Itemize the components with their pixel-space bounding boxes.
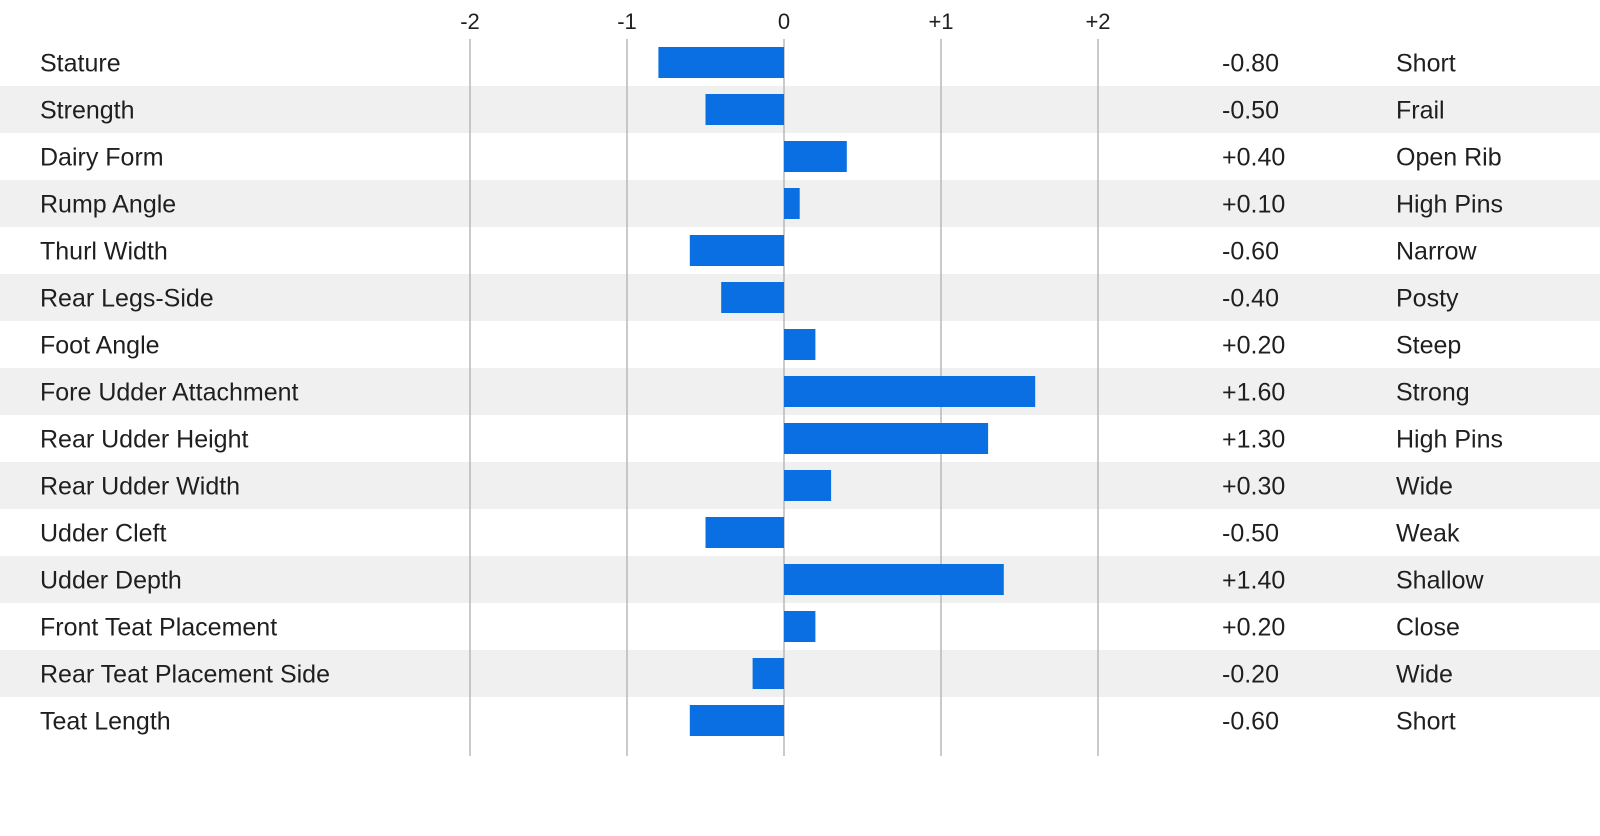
trait-label: Rear Udder Height: [40, 426, 248, 454]
descriptor-label: Shallow: [1396, 567, 1484, 595]
value-label: -0.50: [1222, 520, 1279, 548]
bar: [752, 658, 784, 689]
bar: [784, 611, 816, 642]
value-label: -0.40: [1222, 285, 1279, 313]
bar: [784, 188, 800, 219]
bar: [689, 235, 784, 266]
bar: [658, 47, 784, 78]
trait-label: Dairy Form: [40, 144, 164, 172]
trait-label: Stature: [40, 50, 121, 78]
trait-label: Rear Legs-Side: [40, 285, 214, 313]
bar: [784, 423, 989, 454]
descriptor-label: Wide: [1396, 473, 1453, 501]
bars: [658, 47, 1036, 736]
trait-label: Udder Cleft: [40, 520, 166, 548]
bar: [721, 282, 784, 313]
bar: [705, 517, 784, 548]
value-label: +0.10: [1222, 191, 1285, 219]
bar: [689, 705, 784, 736]
descriptor-label: Open Rib: [1396, 144, 1502, 172]
descriptor-label: Frail: [1396, 97, 1445, 125]
trait-label: Rump Angle: [40, 191, 176, 219]
descriptor-label: Steep: [1396, 332, 1461, 360]
x-tick-label: +2: [1085, 9, 1110, 34]
value-label: +0.20: [1222, 332, 1285, 360]
descriptor-label: Narrow: [1396, 238, 1478, 266]
bar: [705, 94, 784, 125]
value-labels: -0.80 -0.50 +0.40 +0.10 -0.60 -0.40 +0.20 +1.60…: [1222, 50, 1285, 736]
bar: [784, 470, 832, 501]
trait-label: Foot Angle: [40, 332, 160, 360]
value-label: -0.80: [1222, 50, 1279, 78]
bar: [784, 329, 816, 360]
value-label: -0.50: [1222, 97, 1279, 125]
descriptor-label: Wide: [1396, 661, 1453, 689]
value-label: -0.60: [1222, 708, 1279, 736]
value-label: +0.30: [1222, 473, 1285, 501]
bar: [784, 376, 1036, 407]
descriptor-labels: Short Frail Open Rib High Pins Narrow Posty St…: [1396, 50, 1503, 736]
axis-ticks: -2 -1 0 +1 +2: [460, 9, 1110, 34]
x-tick-label: 0: [778, 9, 790, 34]
bar: [784, 141, 847, 172]
trait-label: Rear Udder Width: [40, 473, 240, 501]
row-stripe: [0, 180, 1600, 227]
descriptor-label: Weak: [1396, 520, 1460, 548]
value-label: +1.40: [1222, 567, 1285, 595]
trait-label: Thurl Width: [40, 238, 168, 266]
trait-label: Udder Depth: [40, 567, 182, 595]
value-label: +0.40: [1222, 144, 1285, 172]
descriptor-label: Short: [1396, 708, 1456, 736]
descriptor-label: High Pins: [1396, 191, 1503, 219]
bar: [784, 564, 1004, 595]
descriptor-label: High Pins: [1396, 426, 1503, 454]
value-label: -0.60: [1222, 238, 1279, 266]
row-stripe: [0, 274, 1600, 321]
trait-label: Front Teat Placement: [40, 614, 277, 642]
row-stripe: [0, 650, 1600, 697]
value-label: +0.20: [1222, 614, 1285, 642]
descriptor-label: Short: [1396, 50, 1456, 78]
descriptor-label: Strong: [1396, 379, 1470, 407]
value-label: +1.30: [1222, 426, 1285, 454]
x-tick-label: -2: [460, 9, 480, 34]
trait-labels: Stature Strength Dairy Form Rump Angle Thurl…: [40, 50, 330, 736]
value-label: -0.20: [1222, 661, 1279, 689]
value-label: +1.60: [1222, 379, 1285, 407]
trait-label: Fore Udder Attachment: [40, 379, 299, 407]
descriptor-label: Posty: [1396, 285, 1459, 313]
row-stripe: [0, 86, 1600, 133]
x-tick-label: +1: [928, 9, 953, 34]
trait-label: Strength: [40, 97, 135, 125]
x-tick-label: -1: [617, 9, 637, 34]
trait-label: Rear Teat Placement Side: [40, 661, 330, 689]
trait-label: Teat Length: [40, 708, 171, 736]
descriptor-label: Close: [1396, 614, 1460, 642]
